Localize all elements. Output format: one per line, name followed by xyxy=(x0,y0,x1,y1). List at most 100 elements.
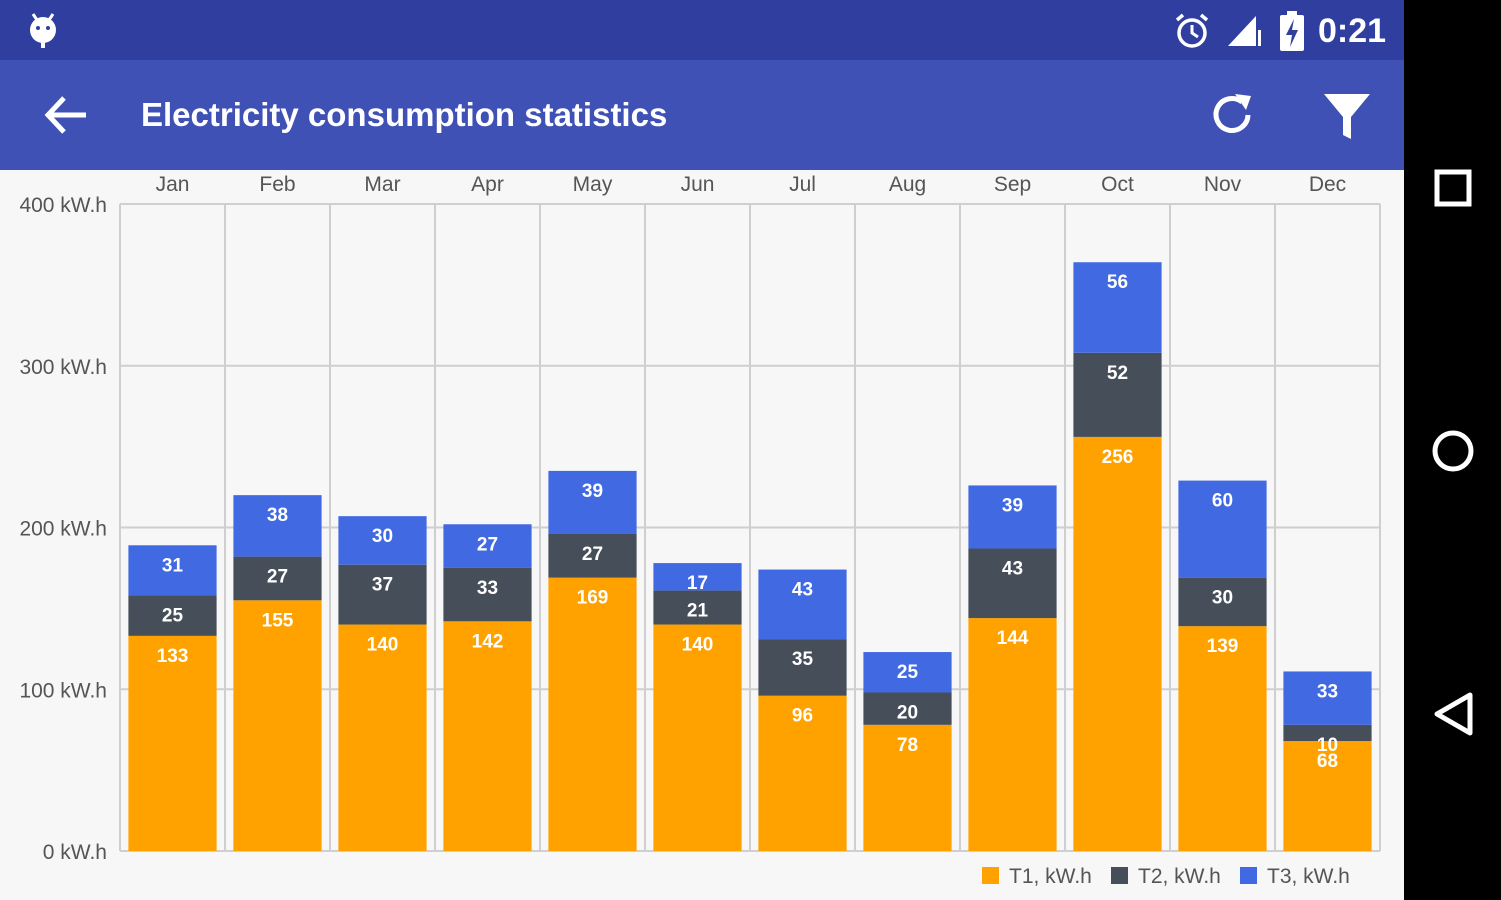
bar-oct-t1 xyxy=(1073,436,1162,851)
bar-nov-t2 xyxy=(1178,577,1267,627)
bar-jan-t2 xyxy=(128,595,217,636)
data-label-oct-t2: 52 xyxy=(1107,363,1128,384)
data-label-apr-t3: 27 xyxy=(477,534,498,555)
bar-may-t2 xyxy=(548,533,637,578)
bar-nov-t3 xyxy=(1178,480,1267,578)
filter-icon[interactable] xyxy=(1317,85,1377,145)
bar-dec-t1 xyxy=(1283,741,1372,851)
bar-feb-t2 xyxy=(233,556,322,601)
bar-sep-t2 xyxy=(968,548,1057,619)
x-tick-label-nov: Nov xyxy=(1204,173,1242,196)
data-label-nov-t3: 60 xyxy=(1212,491,1233,512)
status-bar: 0:21 xyxy=(0,0,1404,60)
data-label-aug-t2: 20 xyxy=(897,702,918,723)
data-label-jun-t2: 21 xyxy=(687,601,709,622)
x-tick-label-dec: Dec xyxy=(1309,173,1346,196)
data-label-jun-t1: 140 xyxy=(682,635,714,656)
data-label-oct-t3: 56 xyxy=(1107,272,1128,293)
legend-swatch-t2 xyxy=(1111,867,1128,884)
bar-oct-t3 xyxy=(1073,262,1162,353)
chart: 0 kW.h 100 kW.h 200 kW.h 300 kW.h 400 kW.h Ja… xyxy=(19,173,1381,888)
data-label-aug-t1: 78 xyxy=(897,735,918,756)
bar-may-t3 xyxy=(548,470,637,534)
y-tick-label: 0 kW.h xyxy=(43,841,107,864)
page-title: Electricity consumption statistics xyxy=(141,96,668,133)
data-label-sep-t3: 39 xyxy=(1002,495,1023,516)
data-label-mar-t3: 30 xyxy=(372,526,393,547)
data-label-dec-t2: 10 xyxy=(1317,735,1338,756)
data-label-jan-t1: 133 xyxy=(157,646,189,667)
bar-jun-t3 xyxy=(653,563,742,591)
back-triangle-icon[interactable] xyxy=(1422,683,1484,745)
data-label-feb-t3: 38 xyxy=(267,505,288,526)
bar-feb-t3 xyxy=(233,495,322,557)
data-label-aug-t3: 25 xyxy=(897,662,919,683)
legend-swatch-t1 xyxy=(982,867,999,884)
refresh-icon[interactable] xyxy=(1204,85,1264,145)
bar-sep-t1 xyxy=(968,618,1057,851)
x-tick-label-oct: Oct xyxy=(1101,173,1134,196)
x-tick-label-may: May xyxy=(573,173,613,196)
battery-charging-icon xyxy=(1280,11,1304,51)
data-label-sep-t1: 144 xyxy=(997,628,1029,649)
data-label-nov-t2: 30 xyxy=(1212,588,1233,609)
home-circle-icon[interactable] xyxy=(1422,420,1484,482)
data-label-dec-t1: 68 xyxy=(1317,751,1338,772)
screen: 0:21 Electricity consumption statistics … xyxy=(0,0,1404,900)
bar-aug-t3 xyxy=(863,652,952,693)
legend-label-t3: T3, kW.h xyxy=(1267,865,1350,888)
legend-label-t2: T2, kW.h xyxy=(1138,865,1221,888)
data-label-oct-t1: 256 xyxy=(1102,447,1134,468)
bar-apr-t3 xyxy=(443,524,532,568)
x-tick-label-jun: Jun xyxy=(681,173,715,196)
bar-oct-t2 xyxy=(1073,352,1162,437)
x-tick-label-sep: Sep xyxy=(994,173,1031,196)
data-label-jul-t1: 96 xyxy=(792,706,813,727)
back-arrow-icon[interactable] xyxy=(36,85,96,145)
data-label-mar-t1: 140 xyxy=(367,635,399,656)
signal-icon xyxy=(1228,16,1261,46)
bar-apr-t1 xyxy=(443,621,532,851)
data-label-jul-t2: 35 xyxy=(792,649,814,670)
nav-bar xyxy=(1404,0,1501,900)
data-label-may-t3: 39 xyxy=(582,481,603,502)
y-tick-label: 400 kW.h xyxy=(19,194,107,217)
data-label-feb-t1: 155 xyxy=(262,610,294,631)
bar-feb-t1 xyxy=(233,600,322,851)
data-label-may-t1: 169 xyxy=(577,588,609,609)
bar-may-t1 xyxy=(548,577,637,851)
bar-aug-t1 xyxy=(863,724,952,851)
data-label-feb-t2: 27 xyxy=(267,567,288,588)
bar-jan-t1 xyxy=(128,635,217,851)
bar-mar-t3 xyxy=(338,516,427,565)
bar-sep-t3 xyxy=(968,485,1057,549)
bar-jul-t3 xyxy=(758,569,847,640)
data-label-mar-t2: 37 xyxy=(372,575,393,596)
data-label-nov-t1: 139 xyxy=(1207,636,1239,657)
data-label-jul-t3: 43 xyxy=(792,580,813,601)
bar-jan-t3 xyxy=(128,545,217,596)
bar-jul-t1 xyxy=(758,695,847,851)
legend-label-t1: T1, kW.h xyxy=(1009,865,1092,888)
bar-jun-t1 xyxy=(653,624,742,851)
x-tick-label-mar: Mar xyxy=(364,173,400,196)
data-label-jan-t2: 25 xyxy=(162,605,184,626)
data-label-sep-t2: 43 xyxy=(1002,559,1023,580)
recents-square-icon[interactable] xyxy=(1422,157,1484,219)
data-label-may-t2: 27 xyxy=(582,544,603,565)
bar-nov-t1 xyxy=(1178,626,1267,851)
y-tick-label: 200 kW.h xyxy=(19,518,107,541)
bar-jul-t2 xyxy=(758,639,847,696)
data-label-apr-t1: 142 xyxy=(472,631,504,652)
app-bar: Electricity consumption statistics xyxy=(0,60,1404,170)
x-tick-label-feb: Feb xyxy=(259,173,295,196)
bar-aug-t2 xyxy=(863,692,952,725)
data-label-dec-t3: 33 xyxy=(1317,681,1338,702)
x-tick-label-apr: Apr xyxy=(471,173,504,196)
x-tick-label-jul: Jul xyxy=(789,173,816,196)
bar-mar-t2 xyxy=(338,564,427,625)
alarm-icon xyxy=(1175,13,1209,48)
data-label-jun-t3: 17 xyxy=(687,573,708,594)
y-tick-label: 300 kW.h xyxy=(19,356,107,379)
bar-dec-t3 xyxy=(1283,671,1372,725)
